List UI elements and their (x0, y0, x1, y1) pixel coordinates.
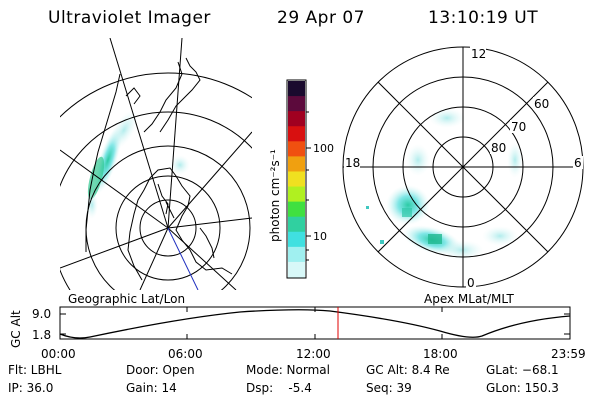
glat-info: GLat: −68.1 (486, 363, 559, 377)
ip-info: IP: 36.0 (8, 381, 54, 395)
colorbar-band (288, 261, 305, 278)
mlat-label-80: 80 (491, 141, 506, 155)
geographic-caption: Geographic Lat/Lon (68, 292, 185, 306)
gain-info: Gain: 14 (126, 381, 177, 395)
mlt-label-18: 18 (345, 156, 360, 170)
colorbar-tick-100: 100 (313, 142, 334, 155)
altitude-ytick-9: 9.0 (32, 307, 51, 321)
mode-info: Mode: Normal (246, 363, 330, 377)
colorbar-band (288, 111, 305, 127)
altitude-xtick-1800: 18:00 (423, 347, 458, 361)
dsp-info: Dsp: -5.4 (246, 381, 312, 395)
colorbar-band (288, 186, 305, 203)
colorbar-band (288, 246, 305, 263)
mlt-label-0: 0 (467, 276, 475, 290)
colorbar-band (288, 126, 305, 142)
altitude-ylabel: GC Alt (9, 310, 23, 348)
colorbar-band (288, 231, 305, 248)
apex-polar-plot: 12 18 6 0 60 70 80 (342, 46, 584, 290)
mlat-label-60: 60 (534, 97, 549, 111)
mlt-label-6: 6 (574, 156, 582, 170)
mlat-label-70: 70 (511, 120, 526, 134)
apex-caption: Apex MLat/MLT (424, 292, 514, 306)
colorbar: 100 10 photon cm⁻²s⁻¹ (268, 79, 334, 279)
door-info: Door: Open (126, 363, 195, 377)
colorbar-band (288, 216, 305, 233)
glon-info: GLon: 150.3 (486, 381, 559, 395)
mlt-label-12: 12 (471, 47, 486, 61)
altitude-strip: 9.0 1.8 GC Alt 00:00 06:00 12:00 18:00 2… (9, 306, 586, 361)
altitude-xtick-1200: 12:00 (296, 347, 331, 361)
filter-info: Flt: LBHL (8, 363, 62, 377)
colorbar-band (288, 156, 305, 172)
colorbar-band (288, 81, 305, 97)
altitude-xtick-2359: 23:59 (551, 347, 586, 361)
altitude-xtick-0600: 06:00 (168, 347, 203, 361)
altitude-xtick-0000: 00:00 (41, 347, 76, 361)
gc-alt-info: GC Alt: 8.4 Re (366, 363, 450, 377)
colorbar-tick-10: 10 (313, 230, 327, 243)
colorbar-band (288, 171, 305, 188)
altitude-ytick-1-8: 1.8 (32, 328, 51, 342)
colorbar-band (288, 141, 305, 157)
colorbar-band (288, 96, 305, 112)
colorbar-unit-label: photon cm⁻²s⁻¹ (268, 149, 282, 242)
seq-info: Seq: 39 (366, 381, 412, 395)
time-label: 13:10:19 UT (428, 8, 539, 28)
instrument-title: Ultraviolet Imager (48, 8, 211, 28)
date-label: 29 Apr 07 (277, 8, 365, 28)
geographic-map (60, 38, 252, 290)
colorbar-band (288, 201, 305, 218)
